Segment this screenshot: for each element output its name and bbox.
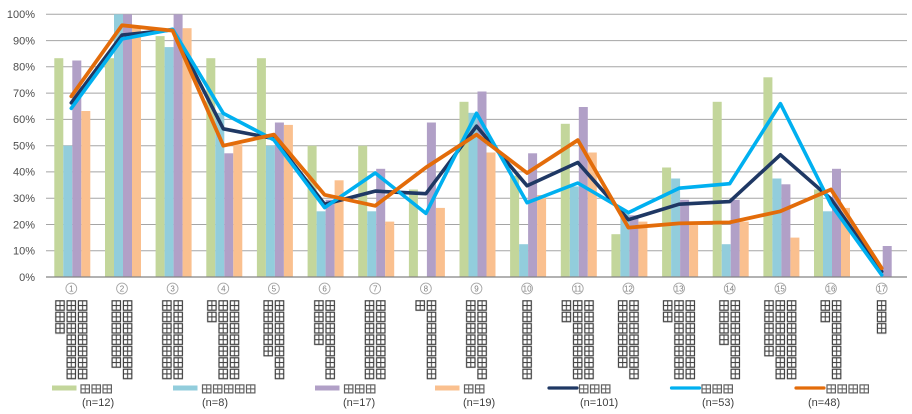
svg-text:10%: 10% (13, 246, 35, 258)
svg-text:15: 15 (776, 285, 785, 294)
svg-text:2: 2 (120, 285, 125, 294)
svg-text:4: 4 (221, 285, 226, 294)
svg-text:9: 9 (474, 285, 479, 294)
svg-text:1: 1 (69, 285, 74, 294)
svg-text:90%: 90% (13, 35, 35, 47)
svg-text:(n=53): (n=53) (702, 397, 734, 409)
svg-text:80%: 80% (13, 62, 35, 74)
svg-text:50%: 50% (13, 141, 35, 153)
svg-text:5: 5 (272, 285, 277, 294)
svg-text:(n=101): (n=101) (580, 397, 618, 409)
svg-text:(n=19): (n=19) (463, 397, 495, 409)
svg-text:20%: 20% (13, 219, 35, 231)
svg-text:60%: 60% (13, 114, 35, 126)
svg-text:17: 17 (877, 285, 886, 294)
svg-text:7: 7 (373, 285, 378, 294)
svg-text:8: 8 (424, 285, 429, 294)
svg-text:(n=12): (n=12) (82, 397, 114, 409)
svg-text:(n=48): (n=48) (808, 397, 840, 409)
svg-text:12: 12 (624, 285, 633, 294)
svg-text:11: 11 (574, 285, 583, 294)
svg-text:14: 14 (725, 285, 734, 294)
svg-text:100%: 100% (7, 9, 35, 21)
svg-text:10: 10 (523, 285, 532, 294)
svg-text:(n=17): (n=17) (343, 397, 375, 409)
svg-text:16: 16 (827, 285, 836, 294)
svg-text:3: 3 (170, 285, 175, 294)
svg-text:70%: 70% (13, 88, 35, 100)
svg-text:0%: 0% (19, 272, 35, 284)
svg-text:13: 13 (675, 285, 684, 294)
svg-text:30%: 30% (13, 193, 35, 205)
svg-text:40%: 40% (13, 167, 35, 179)
svg-text:(n=8): (n=8) (202, 397, 228, 409)
svg-text:6: 6 (322, 285, 327, 294)
